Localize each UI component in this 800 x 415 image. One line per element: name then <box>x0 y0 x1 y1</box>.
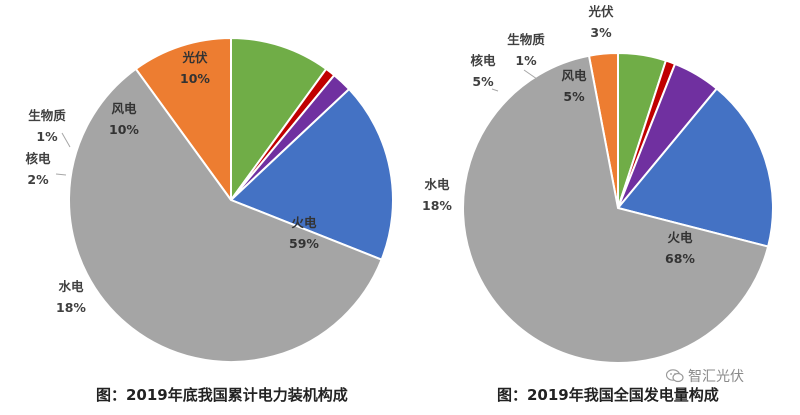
pie-slice-capacity-0 <box>134 36 232 204</box>
leader-line-capacity-3 <box>55 173 67 176</box>
leader-line-generation-3 <box>491 88 499 92</box>
watermark: 智汇光伏 <box>666 366 744 386</box>
slice-name-generation-4: 水电 <box>424 177 450 192</box>
chart-title-installed-capacity: 图：2019年底我国累计电力装机构成 <box>96 386 348 404</box>
slice-name-capacity-0: 光伏 <box>181 50 208 65</box>
slice-name-generation-1: 风电 <box>561 68 587 83</box>
slice-value-capacity-5: 59% <box>289 236 319 251</box>
slice-name-capacity-2: 生物质 <box>28 108 66 123</box>
slice-name-capacity-5: 火电 <box>291 215 317 230</box>
pie-slice-capacity-4 <box>229 87 394 261</box>
wechat-icon <box>666 369 684 383</box>
pie-slice-generation-4 <box>616 87 774 248</box>
slice-name-generation-0: 光伏 <box>587 4 614 19</box>
slice-value-generation-2: 1% <box>515 53 537 68</box>
slice-value-generation-0: 3% <box>590 25 612 40</box>
slice-name-generation-3: 核电 <box>470 53 496 68</box>
watermark-text: 智汇光伏 <box>688 369 744 385</box>
slice-name-capacity-3: 核电 <box>25 151 51 166</box>
slice-value-capacity-3: 2% <box>27 172 49 187</box>
slice-value-generation-3: 5% <box>472 74 494 89</box>
slice-value-generation-5: 68% <box>665 251 695 266</box>
pie-slice-generation-5 <box>462 54 770 364</box>
slice-value-generation-4: 18% <box>422 198 452 213</box>
slice-value-capacity-1: 10% <box>109 122 139 137</box>
pie-slice-capacity-1 <box>230 36 328 204</box>
pie-chart-installed-capacity: 光伏 10% 风电 10% 生物质 1% 核电 2% 水电 18% 火电 59% <box>25 36 394 363</box>
slice-value-capacity-2: 1% <box>36 129 58 144</box>
chart-title-power-generation: 图：2019年我国全国发电量构成 <box>497 386 719 404</box>
leader-line-generation-2 <box>523 69 538 80</box>
leader-line-capacity-2 <box>61 132 71 148</box>
slice-name-generation-2: 生物质 <box>507 32 545 47</box>
slice-name-capacity-4: 水电 <box>58 279 84 294</box>
slice-name-generation-5: 火电 <box>667 230 693 245</box>
slice-name-capacity-1: 风电 <box>111 101 137 116</box>
slice-value-capacity-4: 18% <box>56 300 86 315</box>
pie-chart-power-generation: 光伏 3% 风电 5% 生物质 1% 核电 5% 水电 18% 火电 68% <box>422 4 774 364</box>
slice-value-generation-1: 5% <box>563 89 585 104</box>
pie-slice-capacity-5 <box>68 67 383 363</box>
slice-value-capacity-0: 10% <box>180 71 210 86</box>
